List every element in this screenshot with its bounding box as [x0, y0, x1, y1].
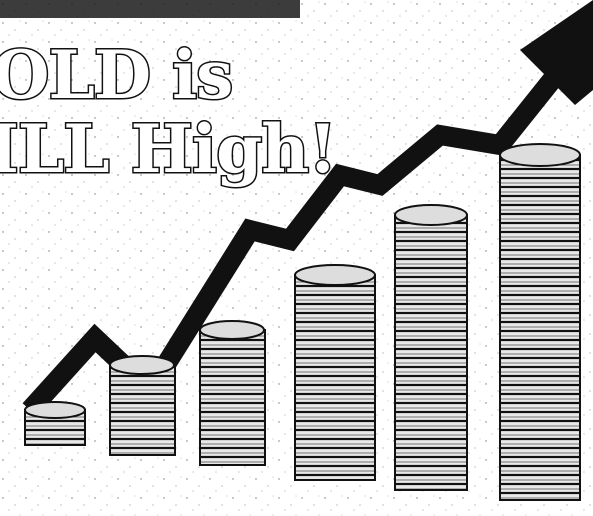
headline-line: ILL High!: [0, 110, 336, 188]
gold-price-illustration: OLD is ILL High!: [0, 0, 593, 516]
cropped-text: [0, 0, 300, 18]
headline-line: OLD is: [0, 36, 232, 114]
